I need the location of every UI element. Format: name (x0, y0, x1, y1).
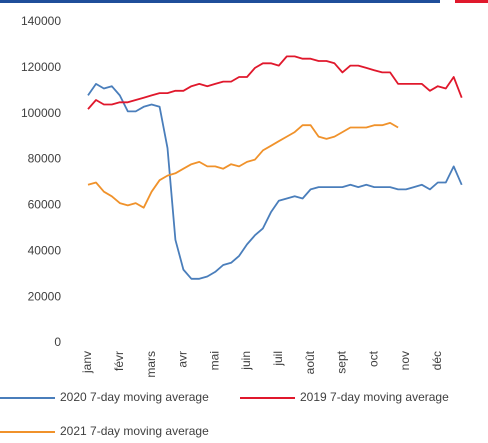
y-tick-label: 60000 (28, 198, 62, 212)
legend-label: 2019 7-day moving average (300, 390, 449, 404)
x-tick-label: nov (398, 351, 412, 370)
x-tick-label: juil (271, 351, 285, 367)
y-tick-label: 80000 (28, 152, 62, 166)
top-bar (0, 0, 440, 3)
x-tick-label: avr (176, 351, 190, 368)
legend-label: 2021 7-day moving average (60, 424, 209, 438)
x-tick-label: sept (335, 350, 349, 373)
x-tick-label: janv (80, 351, 94, 374)
y-tick-label: 0 (54, 335, 61, 349)
y-tick-label: 140000 (21, 14, 61, 28)
top-bar-accent (455, 0, 488, 3)
x-tick-label: déc (430, 351, 444, 370)
series-line (87, 83, 463, 280)
x-tick-label: oct (366, 350, 380, 367)
x-tick-label: mars (144, 351, 158, 378)
y-tick-label: 100000 (21, 106, 61, 120)
y-tick-label: 120000 (21, 60, 61, 74)
x-tick-label: févr (112, 351, 126, 371)
y-tick-label: 40000 (28, 243, 62, 257)
series-line (87, 55, 463, 110)
x-tick-label: juin (239, 351, 253, 371)
x-tick-label: août (303, 350, 317, 374)
y-tick-label: 20000 (28, 289, 62, 303)
series-line (87, 122, 399, 209)
legend-label: 2020 7-day moving average (60, 390, 209, 404)
x-tick-label: mai (207, 351, 221, 370)
